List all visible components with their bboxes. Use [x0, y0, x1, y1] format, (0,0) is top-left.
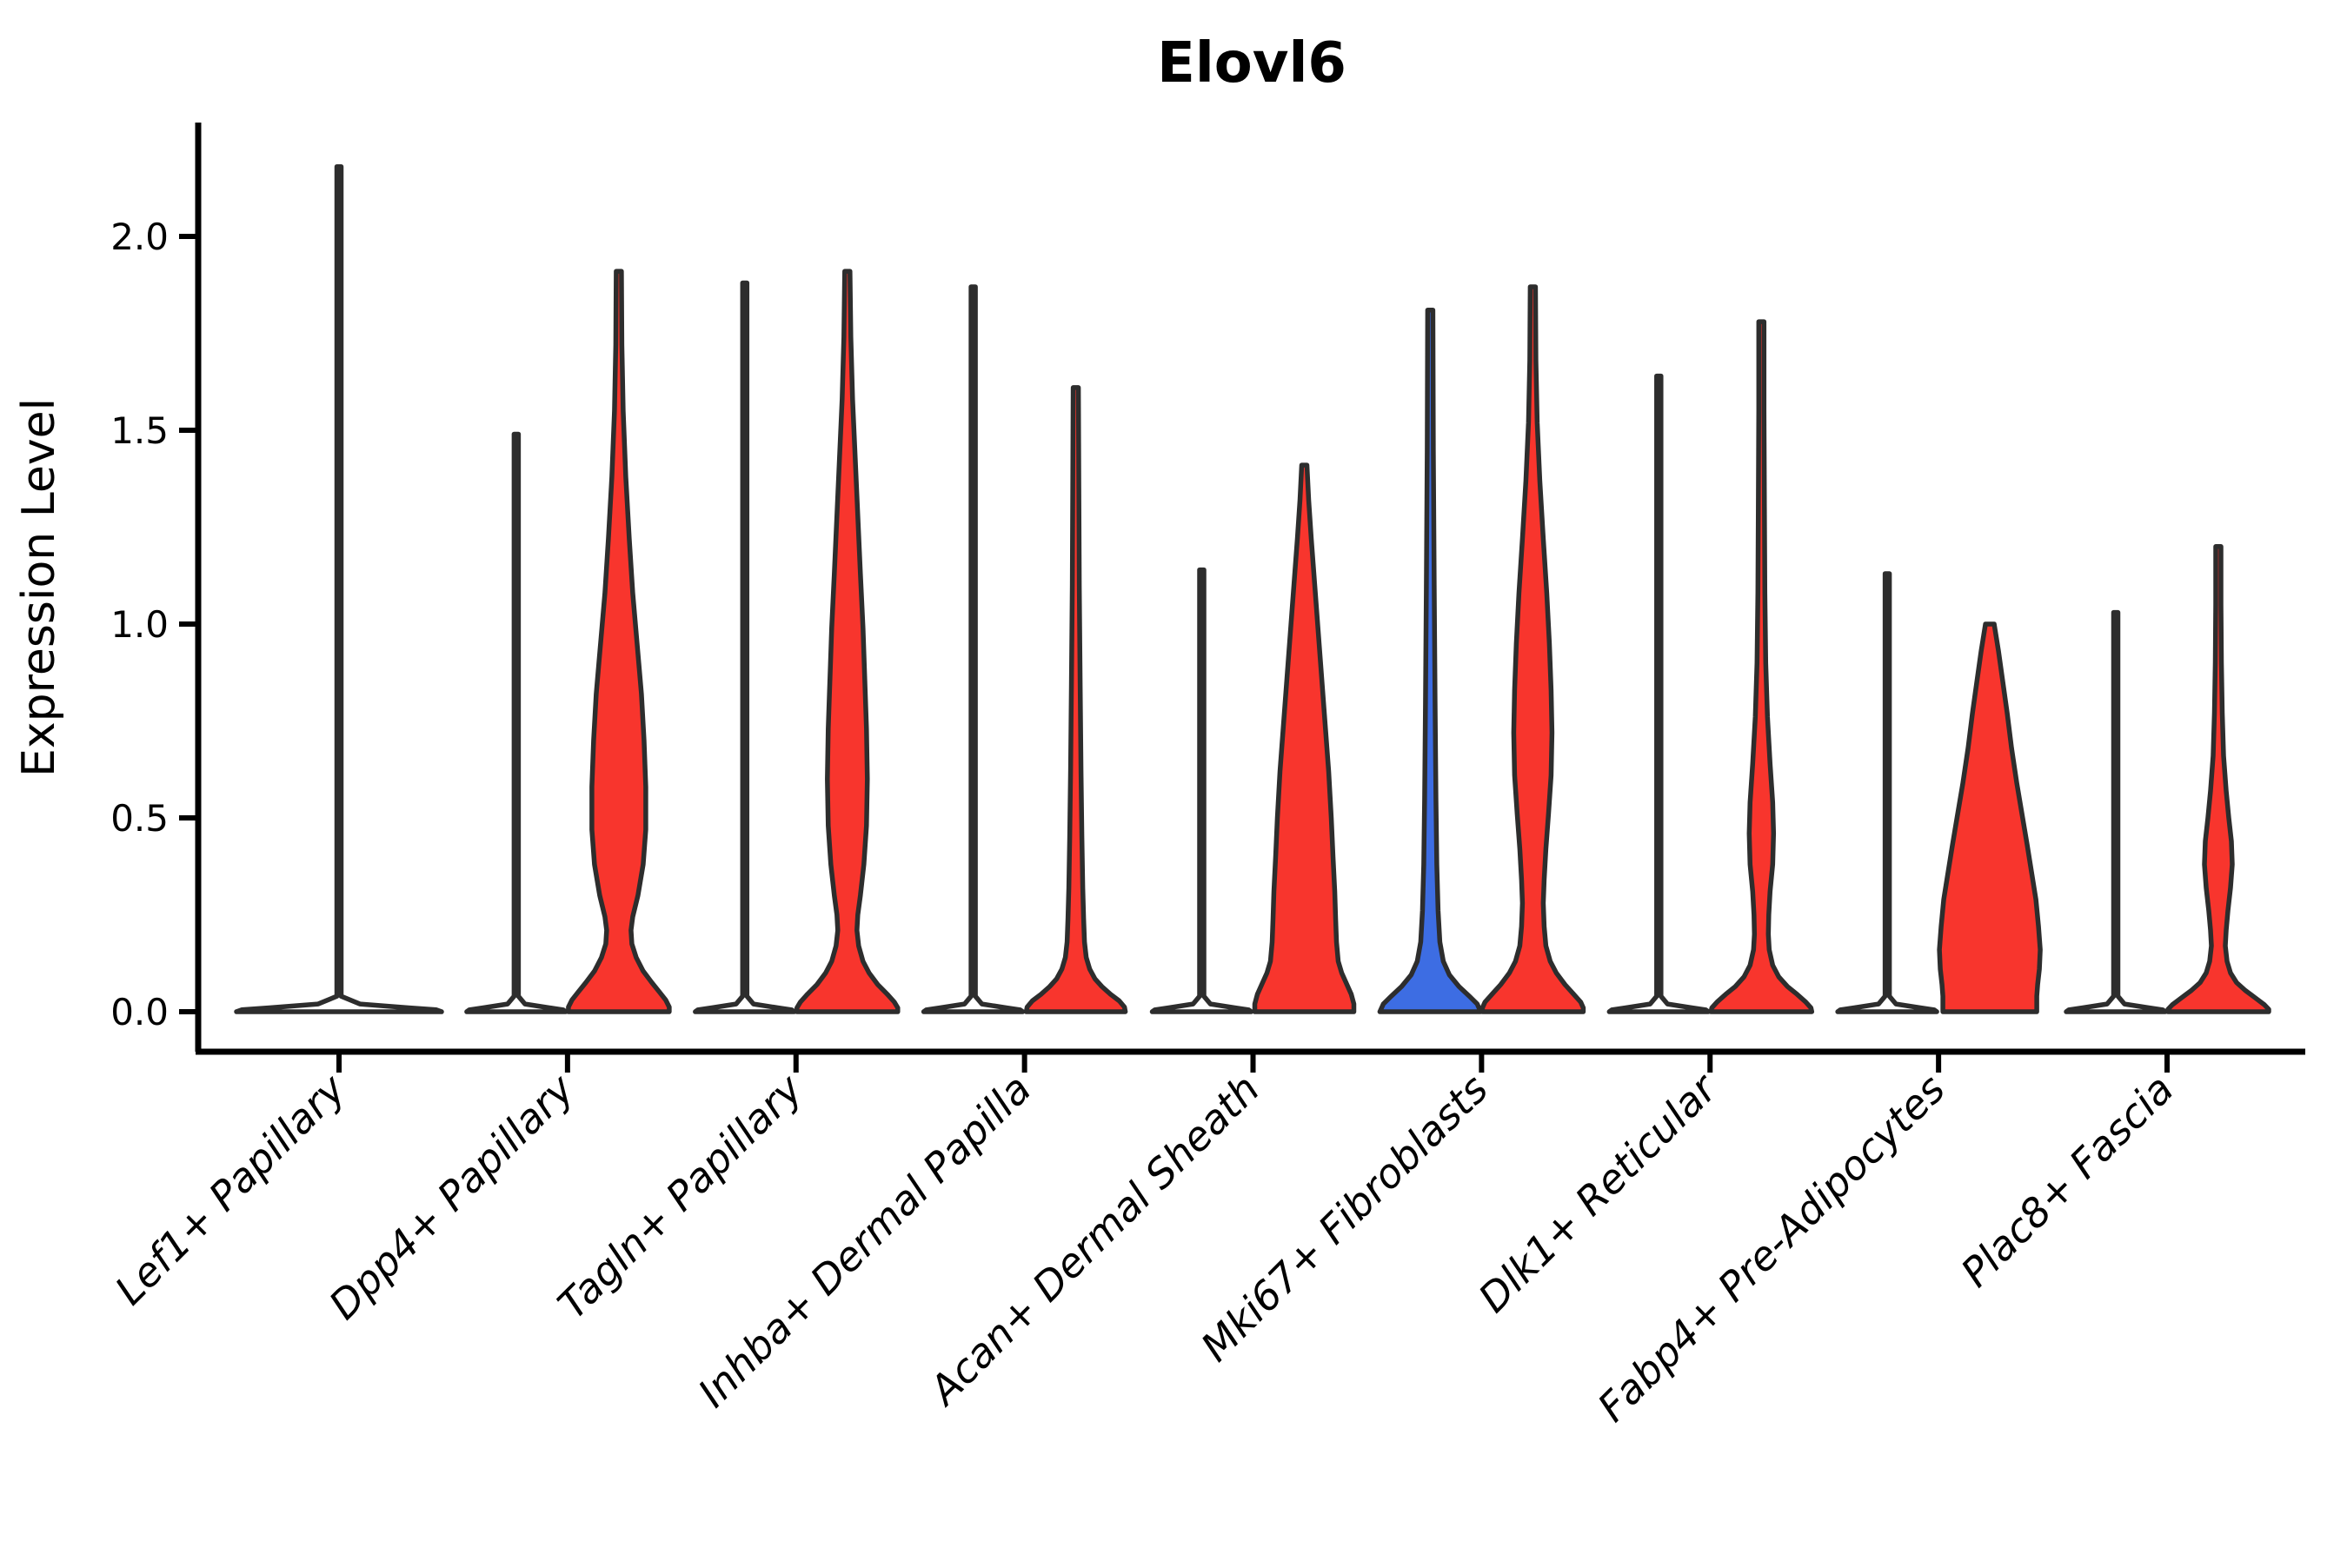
x-tick-label: Plac8+ Fascia: [1951, 1066, 2182, 1296]
violin-mki67-left: [1377, 307, 1484, 1014]
violin-dpp4-right: [566, 269, 672, 1014]
violin-acan-left: [1149, 567, 1254, 1014]
y-tick-label: 2.0: [110, 216, 169, 258]
violin-inhba-right: [1023, 385, 1128, 1014]
violin-plac8-left: [2064, 609, 2168, 1014]
violin-lef1-center: [234, 163, 444, 1014]
violin-dlk1-right: [1708, 319, 1815, 1014]
violin-fabp4-right: [1937, 621, 2043, 1014]
x-tick-label: Dlk1+ Reticular: [1469, 1063, 1727, 1321]
x-tick-label: Lef1+ Papillary: [106, 1065, 355, 1313]
violin-tagln-left: [693, 280, 797, 1014]
violin-acan-right: [1252, 462, 1357, 1014]
x-tick-label: Dpp4+ Papillary: [320, 1065, 583, 1328]
chart-title: Elovl6: [1157, 31, 1346, 96]
y-tick-label: 0.0: [110, 991, 169, 1033]
y-axis-label: Expression Level: [13, 398, 65, 777]
violin-layer: [234, 163, 2271, 1014]
violin-dpp4-left: [464, 431, 568, 1014]
violin-fabp4-left: [1835, 571, 1939, 1014]
y-tick-label: 1.5: [110, 409, 169, 452]
violin-tagln-right: [795, 269, 901, 1014]
violin-mki67-right: [1479, 284, 1586, 1014]
x-tick-label: Tagln+ Papillary: [549, 1065, 812, 1328]
violin-dlk1-left: [1606, 373, 1712, 1014]
violin-inhba-left: [921, 284, 1026, 1014]
violin-plac8-right: [2165, 544, 2271, 1014]
y-tick-label: 0.5: [110, 797, 169, 840]
y-tick-label: 1.0: [110, 603, 169, 646]
